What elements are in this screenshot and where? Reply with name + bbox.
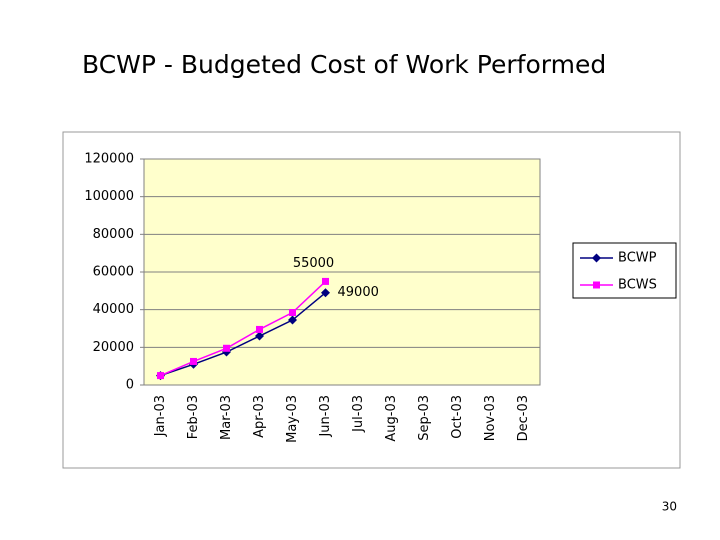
x-tick-label: Dec-03 xyxy=(516,395,531,441)
data-label: 49000 xyxy=(338,285,379,300)
x-tick-label: Apr-03 xyxy=(252,395,267,438)
legend-marker xyxy=(593,281,600,289)
y-tick-label: 40000 xyxy=(93,302,134,317)
data-point xyxy=(157,372,164,380)
y-tick-label: 80000 xyxy=(93,227,134,242)
data-point xyxy=(223,344,230,352)
slide-title: BCWP - Budgeted Cost of Work Performed xyxy=(82,50,606,79)
series-line xyxy=(160,292,326,377)
data-point xyxy=(256,325,263,333)
x-tick-label: Sep-03 xyxy=(417,395,432,441)
data-point xyxy=(288,315,297,325)
legend-box xyxy=(572,242,677,299)
data-point xyxy=(255,331,264,341)
x-tick-label: Mar-03 xyxy=(219,395,234,440)
legend-marker xyxy=(592,253,601,263)
chart: 0 20000 40000 60000 80000 100000 120000 Jan-03 F… xyxy=(84,152,677,443)
x-tick-label: Oct-03 xyxy=(450,395,465,439)
y-tick-label: 20000 xyxy=(93,340,134,355)
x-tick-label: Feb-03 xyxy=(186,395,201,439)
y-tick-label: 60000 xyxy=(93,265,134,280)
x-tick-label: Jul-03 xyxy=(351,395,366,433)
page-number: 30 xyxy=(662,500,677,514)
x-tick-label: Nov-03 xyxy=(483,395,498,441)
series-line xyxy=(160,280,327,377)
x-tick-label: Jan-03 xyxy=(153,395,168,437)
x-tick-label: Jun-03 xyxy=(318,395,333,438)
data-point xyxy=(289,308,296,316)
x-tick-label: May-03 xyxy=(285,395,300,443)
data-point xyxy=(321,288,330,298)
legend-label: BCWS xyxy=(618,278,657,293)
y-tick-label: 100000 xyxy=(84,189,134,204)
y-tick-label: 0 xyxy=(126,378,134,393)
data-point xyxy=(190,357,197,365)
y-tick-label: 120000 xyxy=(84,152,134,167)
legend-label: BCWP xyxy=(618,251,657,266)
data-label: 55000 xyxy=(293,256,334,271)
x-tick-label: Aug-03 xyxy=(384,395,399,442)
data-point xyxy=(322,277,329,285)
